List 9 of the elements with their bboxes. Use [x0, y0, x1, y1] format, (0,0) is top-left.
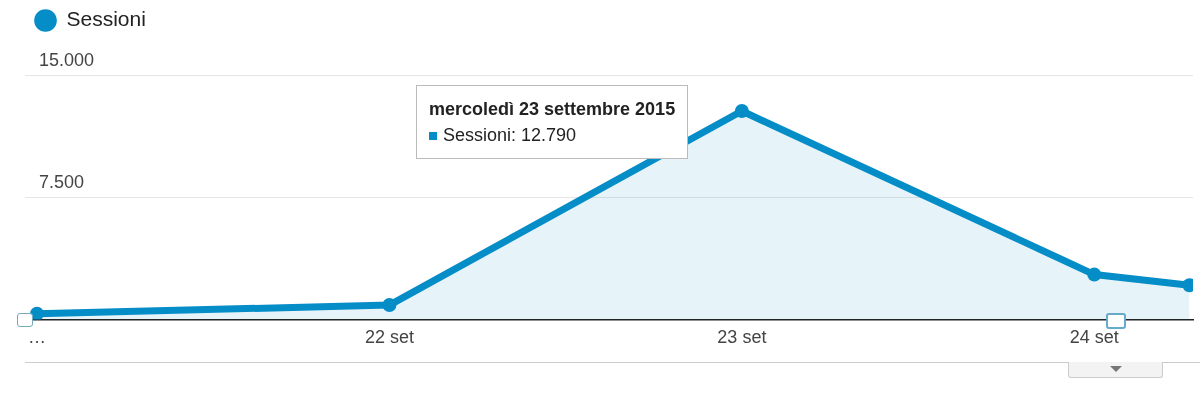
annotation: Sessioni: 12.790 — [443, 125, 577, 145]
x-tick-label: 23 set — [717, 327, 767, 348]
x-tick-label: 22 set — [364, 327, 414, 348]
legend-label: Sessioni — [66, 7, 146, 31]
y-tick-label: 15.000 — [39, 49, 95, 70]
y-tick-label: 7.500 — [39, 172, 85, 193]
annotation: mercoledì 23 settembre 2015 — [429, 99, 676, 119]
x-tick-label: 24 set — [1069, 327, 1119, 348]
x-tick-label: … — [27, 327, 46, 348]
